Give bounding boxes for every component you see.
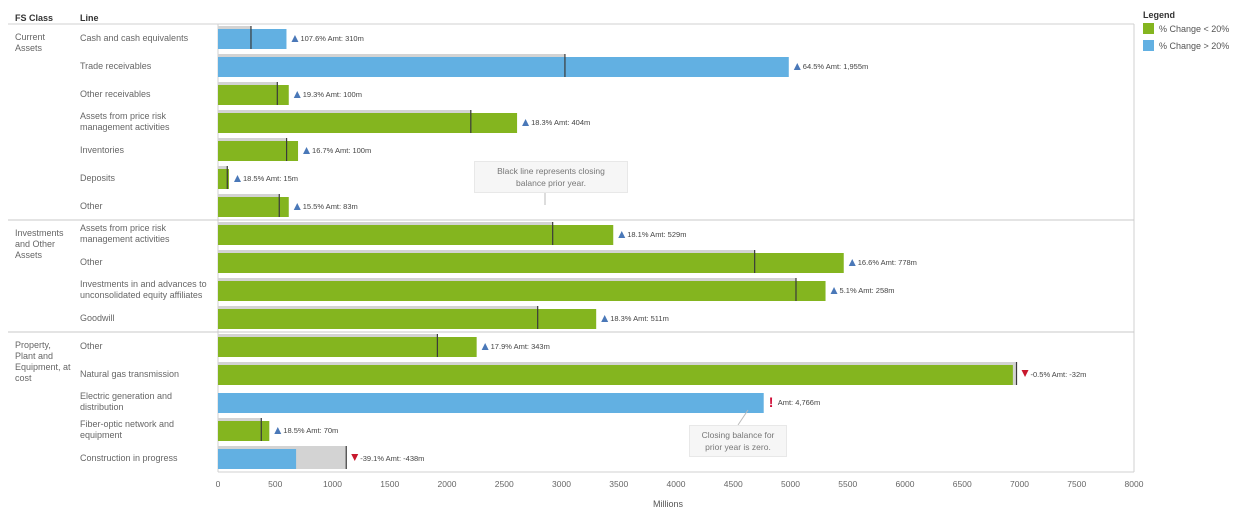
x-axis-title: Millions: [652, 499, 684, 509]
annotation-black-line: Black line represents closing balance pr…: [474, 161, 628, 193]
current-bar: [218, 281, 826, 301]
current-bar: [218, 225, 614, 245]
increase-arrow-icon: [522, 119, 530, 126]
legend-label: % Change < 20%: [1159, 23, 1230, 34]
x-tick-label: 7500: [1067, 479, 1086, 489]
increase-arrow-icon: [601, 315, 609, 322]
legend-swatch-green: [1143, 23, 1154, 34]
row-label: Trade receivables: [80, 60, 152, 71]
x-tick-label: 5500: [838, 479, 857, 489]
increase-arrow-icon: [293, 203, 301, 210]
legend-title: Legend: [1143, 10, 1176, 20]
legend-swatch-blue: [1143, 40, 1154, 51]
data-label: -0.5% Amt: -32m: [1031, 370, 1087, 379]
data-label: Amt: 4,766m: [778, 398, 821, 407]
x-tick-label: 4000: [667, 479, 686, 489]
x-tick-label: 0: [216, 479, 221, 489]
row-label: Assets from price risk management activi…: [80, 223, 170, 244]
x-tick-label: 4500: [724, 479, 743, 489]
row-label: Deposits: [80, 172, 116, 183]
increase-arrow-icon: [793, 63, 801, 70]
x-tick-label: 500: [268, 479, 282, 489]
x-tick-label: 2500: [495, 479, 514, 489]
current-bar: [218, 29, 287, 49]
line-header: Line: [80, 13, 99, 23]
data-label: 18.1% Amt: 529m: [627, 230, 686, 239]
fs-class-header: FS Class: [15, 13, 54, 23]
decrease-arrow-icon: [351, 454, 359, 461]
data-label: 18.5% Amt: 70m: [283, 426, 338, 435]
row-label: Goodwill: [80, 312, 115, 323]
data-label: 16.7% Amt: 100m: [312, 146, 371, 155]
increase-arrow-icon: [830, 287, 838, 294]
decrease-arrow-icon: [1021, 370, 1029, 377]
annotation-leader: [737, 409, 749, 426]
current-bar: [218, 197, 289, 217]
data-label: -39.1% Amt: -438m: [360, 454, 424, 463]
current-bar: [218, 253, 844, 273]
current-bar: [218, 169, 229, 189]
x-tick-label: 3500: [609, 479, 628, 489]
warning-icon: !: [769, 394, 774, 410]
increase-arrow-icon: [233, 175, 241, 182]
increase-arrow-icon: [274, 427, 282, 434]
x-tick-label: 6000: [896, 479, 915, 489]
row-label: Cash and cash equivalents: [80, 32, 189, 43]
data-label: 17.9% Amt: 343m: [491, 342, 550, 351]
row-label: Assets from price risk management activi…: [80, 111, 170, 132]
fs-class-label: Property, Plant and Equipment, at cost: [15, 340, 71, 383]
fs-class-label: Investments and Other Assets: [15, 228, 64, 260]
legend-item-high-change[interactable]: % Change > 20%: [1143, 40, 1229, 51]
row-label: Electric generation and distribution: [80, 391, 173, 412]
x-tick-label: 5000: [781, 479, 800, 489]
x-tick-label: 3000: [552, 479, 571, 489]
row-label: Other receivables: [80, 88, 151, 99]
increase-arrow-icon: [618, 231, 626, 238]
data-label: 15.5% Amt: 83m: [303, 202, 358, 211]
x-tick-label: 7000: [1010, 479, 1029, 489]
increase-arrow-icon: [848, 259, 856, 266]
data-label: 16.6% Amt: 778m: [858, 258, 917, 267]
current-bar: [218, 337, 477, 357]
increase-arrow-icon: [291, 35, 299, 42]
row-label: Inventories: [80, 144, 125, 155]
row-label: Fiber-optic network and equipment: [80, 419, 175, 440]
current-bar: [218, 141, 299, 161]
legend-item-low-change[interactable]: % Change < 20%: [1143, 23, 1229, 34]
data-label: 107.6% Amt: 310m: [300, 34, 363, 43]
increase-arrow-icon: [303, 147, 311, 154]
x-tick-label: 2000: [438, 479, 457, 489]
current-bar: [218, 57, 789, 77]
data-label: 18.3% Amt: 511m: [610, 314, 669, 323]
data-label: 19.3% Amt: 100m: [303, 90, 362, 99]
row-label: Other: [80, 256, 103, 267]
x-tick-label: 1000: [323, 479, 342, 489]
current-bar: [218, 309, 597, 329]
row-label: Construction in progress: [80, 452, 178, 463]
row-label: Other: [80, 200, 103, 211]
data-label: 18.5% Amt: 15m: [243, 174, 298, 183]
data-label: 5.1% Amt: 258m: [840, 286, 895, 295]
fs-class-label: Current Assets: [15, 32, 46, 53]
row-label: Other: [80, 340, 103, 351]
current-bar: [218, 85, 289, 105]
increase-arrow-icon: [481, 343, 489, 350]
current-bar: [218, 421, 270, 441]
current-bar: [218, 113, 518, 133]
current-bar: [218, 365, 1013, 385]
row-label: Natural gas transmission: [80, 368, 180, 379]
row-label: Investments in and advances to unconsoli…: [80, 279, 207, 300]
x-tick-label: 8000: [1125, 479, 1144, 489]
current-bar: [218, 449, 297, 469]
current-bar: [218, 393, 764, 413]
data-label: 64.5% Amt: 1,955m: [803, 62, 868, 71]
annotation-zero-prior: Closing balance for prior year is zero.: [689, 425, 787, 457]
increase-arrow-icon: [293, 91, 301, 98]
data-label: 18.3% Amt: 404m: [531, 118, 590, 127]
legend-label: % Change > 20%: [1159, 40, 1230, 51]
x-tick-label: 6500: [953, 479, 972, 489]
x-tick-label: 1500: [380, 479, 399, 489]
